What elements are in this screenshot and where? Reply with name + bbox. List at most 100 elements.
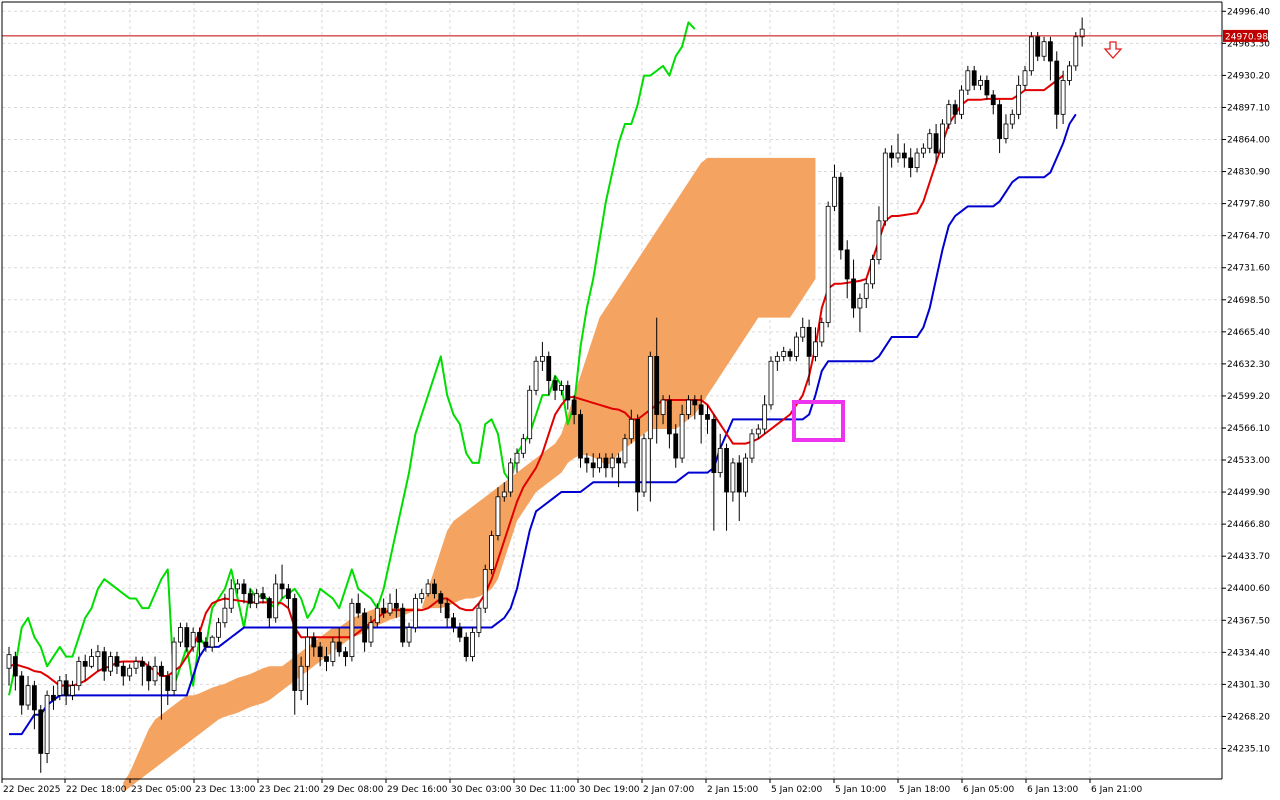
candle-body bbox=[228, 588, 234, 609]
candle-body bbox=[527, 389, 533, 440]
candle-body bbox=[330, 641, 336, 662]
candle-body bbox=[165, 675, 171, 691]
candle-body bbox=[863, 283, 869, 299]
candle-body bbox=[260, 593, 266, 599]
candle-body bbox=[305, 636, 310, 667]
y-tick-label: 24367.50 bbox=[1227, 616, 1270, 626]
y-tick-label: 24334.40 bbox=[1227, 648, 1270, 658]
candle-body bbox=[736, 462, 742, 493]
candle-body bbox=[1073, 36, 1079, 67]
candle-body bbox=[343, 651, 348, 658]
candle-body bbox=[946, 104, 952, 125]
y-tick-label: 24830.90 bbox=[1227, 168, 1270, 178]
x-tick-label: 23 Dec 21:00 bbox=[259, 785, 320, 795]
candle-body bbox=[628, 418, 634, 440]
candle-body bbox=[133, 661, 139, 669]
candle-body bbox=[781, 351, 787, 357]
candle-body bbox=[44, 694, 50, 754]
candle-body bbox=[571, 399, 577, 415]
candle-body bbox=[514, 452, 520, 464]
candle-body bbox=[825, 205, 831, 323]
candle-body bbox=[298, 665, 304, 691]
candle-body bbox=[1028, 36, 1034, 72]
candle-body bbox=[857, 297, 863, 309]
candle-body bbox=[508, 462, 514, 493]
current-price-badge bbox=[1223, 29, 1268, 42]
candle-body bbox=[755, 428, 761, 435]
x-tick-label: 22 Dec 18:00 bbox=[66, 785, 127, 795]
candle-body bbox=[584, 457, 590, 464]
candle-body bbox=[762, 404, 768, 430]
x-tick-label: 30 Dec 11:00 bbox=[515, 785, 576, 795]
candle-body bbox=[158, 665, 164, 677]
signal-highlight-box bbox=[792, 400, 845, 442]
y-tick-label: 24499.90 bbox=[1227, 488, 1270, 498]
y-tick-label: 24566.10 bbox=[1227, 424, 1270, 434]
candle-body bbox=[774, 356, 780, 362]
candle-body bbox=[209, 636, 215, 648]
candle-body bbox=[355, 602, 361, 614]
candle-body bbox=[457, 627, 463, 638]
candle-body bbox=[381, 607, 387, 614]
candle-body bbox=[101, 651, 107, 672]
candle-body bbox=[57, 680, 63, 696]
candle-body bbox=[171, 641, 177, 691]
candle-body bbox=[70, 685, 75, 696]
y-tick-label: 24632.30 bbox=[1227, 360, 1270, 370]
candle-body bbox=[806, 326, 812, 357]
y-tick-label: 24400.60 bbox=[1227, 584, 1270, 594]
y-tick-label: 24963.30 bbox=[1227, 39, 1270, 49]
y-tick-label: 24698.50 bbox=[1227, 296, 1270, 306]
candle-body bbox=[540, 356, 545, 362]
candle-body bbox=[590, 462, 596, 469]
candle-body bbox=[927, 133, 933, 149]
candle-body bbox=[203, 641, 209, 648]
candle-body bbox=[241, 583, 247, 595]
candle-body bbox=[387, 602, 393, 614]
y-tick-label: 24599.20 bbox=[1227, 392, 1270, 402]
x-tick-label: 23 Dec 05:00 bbox=[131, 785, 192, 795]
candle-body bbox=[768, 360, 774, 406]
x-tick-label: 5 Jan 10:00 bbox=[835, 785, 887, 795]
candle-body bbox=[247, 593, 253, 604]
candle-body bbox=[432, 583, 437, 595]
candle-body bbox=[705, 414, 710, 420]
candle-body bbox=[609, 457, 615, 469]
candle-body bbox=[921, 147, 926, 154]
candle-body bbox=[749, 433, 755, 459]
candle-body bbox=[1009, 113, 1015, 125]
candle-body bbox=[444, 602, 450, 619]
candle-body bbox=[787, 351, 793, 357]
candle-body bbox=[908, 157, 914, 168]
candle-body bbox=[279, 583, 285, 590]
candle-body bbox=[1079, 28, 1085, 38]
candle-body bbox=[374, 607, 380, 624]
ichimoku-cloud bbox=[123, 157, 816, 793]
candle-body bbox=[673, 433, 679, 459]
candle-body bbox=[813, 341, 818, 357]
candle-body bbox=[533, 360, 539, 391]
x-tick-label: 5 Jan 18:00 bbox=[899, 785, 951, 795]
candle-body bbox=[63, 680, 69, 696]
candle-body bbox=[933, 133, 939, 154]
candle-body bbox=[984, 80, 990, 96]
y-tick-label: 24301.30 bbox=[1227, 680, 1270, 690]
candle-body bbox=[235, 583, 241, 590]
candle-body bbox=[25, 685, 31, 706]
candle-body bbox=[578, 414, 583, 459]
y-tick-label: 24797.80 bbox=[1227, 200, 1270, 210]
candle-body bbox=[959, 89, 964, 115]
candle-body bbox=[6, 654, 12, 669]
candle-body bbox=[139, 661, 145, 667]
y-tick-label: 24433.70 bbox=[1227, 552, 1270, 562]
candle-body bbox=[425, 583, 431, 595]
candle-body bbox=[362, 612, 368, 643]
current-price-label: 24970.98 bbox=[1225, 32, 1268, 42]
candle-body bbox=[1016, 84, 1022, 115]
y-tick-label: 24731.60 bbox=[1227, 264, 1270, 274]
candle-body bbox=[482, 569, 488, 609]
candle-body bbox=[546, 356, 552, 382]
candle-body bbox=[990, 94, 996, 106]
candle-body bbox=[368, 622, 374, 643]
candle-body bbox=[844, 249, 850, 280]
